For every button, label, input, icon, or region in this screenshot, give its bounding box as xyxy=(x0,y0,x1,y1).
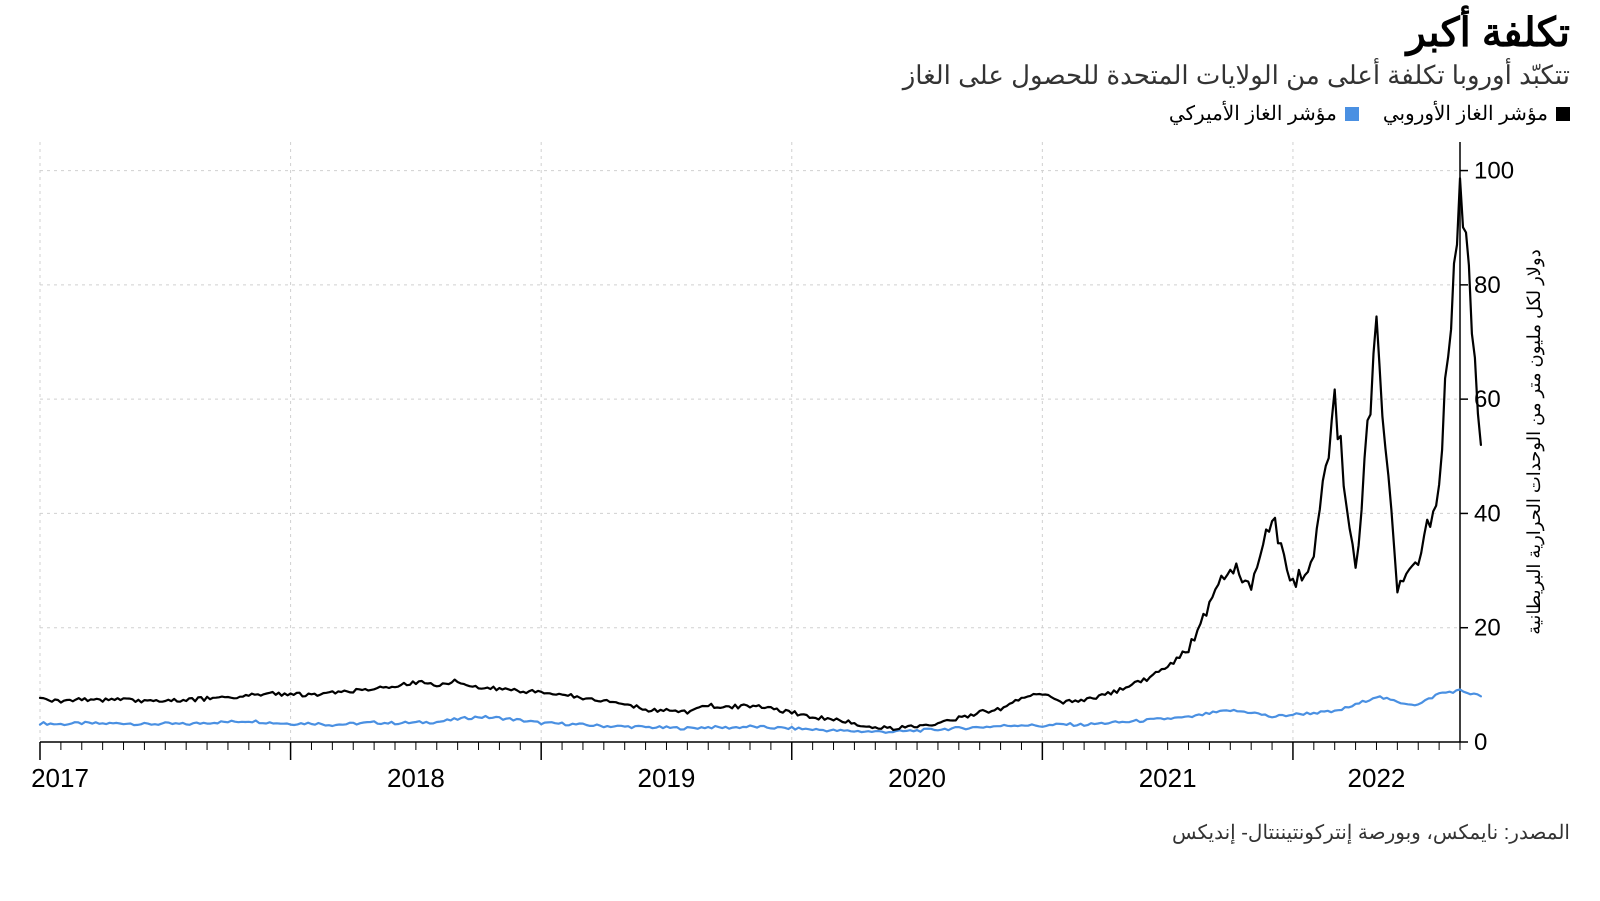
svg-text:40: 40 xyxy=(1474,500,1501,527)
svg-text:2022: 2022 xyxy=(1348,763,1406,793)
legend-swatch-us xyxy=(1345,107,1359,121)
legend-swatch-eu xyxy=(1556,107,1570,121)
chart-svg: 020406080100201720182019202020212022دولا… xyxy=(30,132,1570,812)
chart-subtitle: تتكبّد أوروبا تكلفة أعلى من الولايات الم… xyxy=(30,60,1570,91)
svg-text:2018: 2018 xyxy=(387,763,445,793)
svg-text:80: 80 xyxy=(1474,272,1501,299)
svg-text:2019: 2019 xyxy=(638,763,696,793)
legend-item-us: مؤشر الغاز الأميركي xyxy=(1169,101,1359,126)
svg-text:20: 20 xyxy=(1474,615,1501,642)
svg-text:0: 0 xyxy=(1474,729,1487,756)
svg-text:2017: 2017 xyxy=(31,763,89,793)
legend-item-eu: مؤشر الغاز الأوروبي xyxy=(1383,101,1570,126)
legend-label-us: مؤشر الغاز الأميركي xyxy=(1169,101,1337,126)
chart-title: تكلفة أكبر xyxy=(30,10,1570,56)
chart-plot-area: 020406080100201720182019202020212022دولا… xyxy=(30,132,1570,812)
chart-source: المصدر: نايمكس، وبورصة إنتركونتيننتال- إ… xyxy=(30,820,1570,845)
svg-text:دولار لكل مليون متر من الوحدات: دولار لكل مليون متر من الوحدات الحرارية … xyxy=(1524,249,1545,635)
svg-text:2020: 2020 xyxy=(888,763,946,793)
svg-text:2021: 2021 xyxy=(1139,763,1197,793)
legend-label-eu: مؤشر الغاز الأوروبي xyxy=(1383,101,1548,126)
svg-text:100: 100 xyxy=(1474,158,1514,185)
chart-legend: مؤشر الغاز الأوروبي مؤشر الغاز الأميركي xyxy=(30,101,1570,126)
